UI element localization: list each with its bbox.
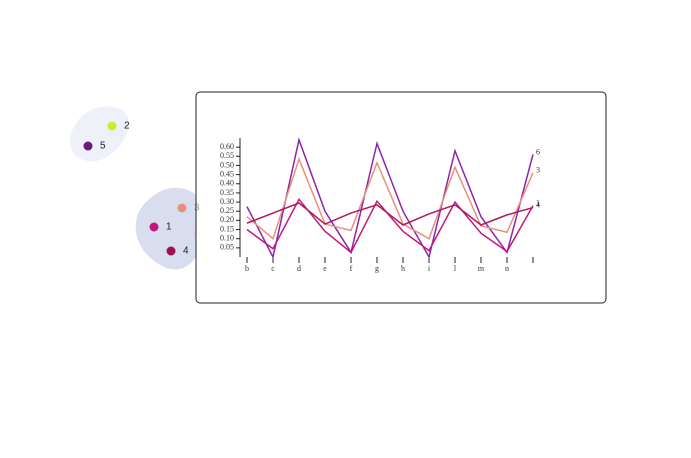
y-tick-label: 0.50 <box>220 160 234 169</box>
y-tick-label: 0.05 <box>220 243 234 252</box>
y-tick-label: 0.45 <box>220 169 234 178</box>
series-line <box>246 202 534 226</box>
legend-label: 5 <box>100 141 106 152</box>
x-tick-label: m <box>478 264 485 273</box>
x-tick-label: l <box>454 264 457 273</box>
y-tick-label: 0.35 <box>220 188 234 197</box>
y-tick-label: 0.20 <box>220 215 234 224</box>
legend-dot <box>177 203 187 213</box>
legend-label: 4 <box>183 246 189 257</box>
y-tick-label: 0.60 <box>220 142 234 151</box>
x-tick-label: e <box>323 264 327 273</box>
legend-blob <box>135 187 208 270</box>
series-label: 6 <box>536 147 540 156</box>
legend-dot <box>107 121 117 131</box>
y-tick-label: 0.10 <box>220 234 234 243</box>
x-tick-label: h <box>401 264 405 273</box>
series-line <box>246 197 534 254</box>
series-label: 3 <box>536 166 540 175</box>
y-tick-label: 0.55 <box>220 151 234 160</box>
x-tick-label: n <box>505 264 509 273</box>
x-tick-label: c <box>271 264 275 273</box>
legend-label: 1 <box>166 222 172 233</box>
legend-blob <box>69 106 130 162</box>
legend-label: 3 <box>194 203 200 214</box>
x-tick-label: f <box>350 264 353 273</box>
x-tick-label: d <box>297 264 301 273</box>
x-tick-label: i <box>428 264 431 273</box>
series-label: 4 <box>536 200 540 209</box>
series-line <box>246 156 534 240</box>
y-tick-label: 0.25 <box>220 206 234 215</box>
y-tick-label: 0.40 <box>220 179 234 188</box>
x-tick-label: g <box>375 264 379 273</box>
y-tick-label: 0.30 <box>220 197 234 206</box>
legend-dot <box>83 141 93 151</box>
legend-dot <box>166 246 176 256</box>
x-tick-label: b <box>245 264 249 273</box>
legend-label: 2 <box>124 121 130 132</box>
legend-dot <box>149 222 159 232</box>
y-tick-label: 0.15 <box>220 224 234 233</box>
series-label: 1 <box>536 199 540 208</box>
